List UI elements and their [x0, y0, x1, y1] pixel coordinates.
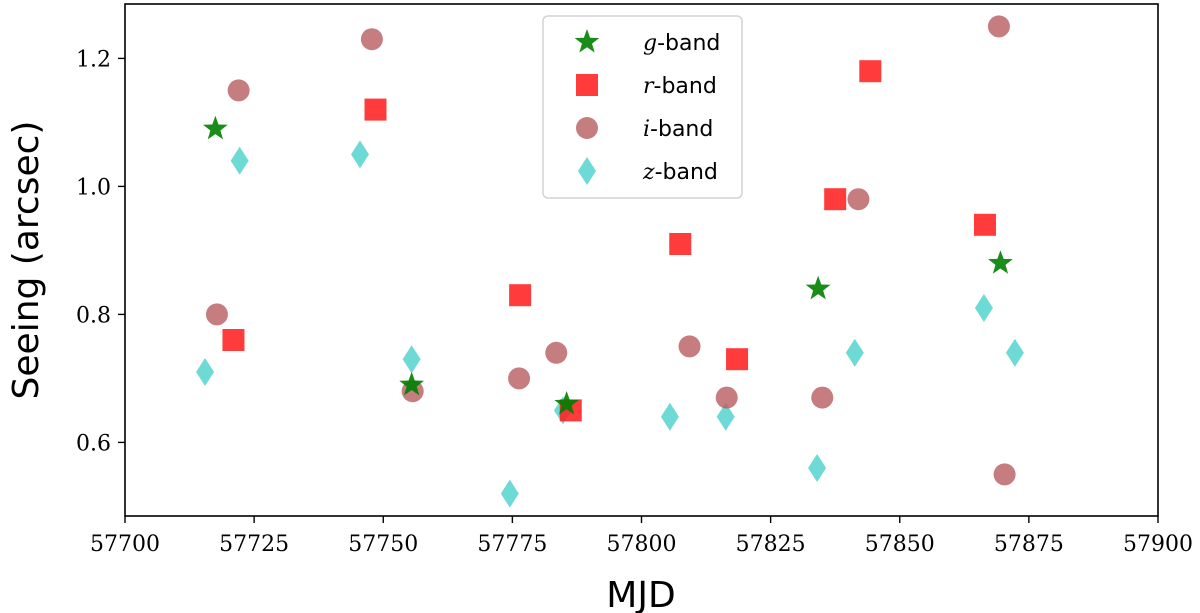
i-band-point [715, 386, 738, 409]
x-tick-label: 57900 [1123, 532, 1193, 557]
legend-box [542, 15, 743, 199]
r-band-point [973, 213, 996, 236]
legend-marker-g [574, 29, 600, 53]
i-band-point [508, 367, 531, 390]
r-band-point [222, 329, 245, 351]
g-band-point [554, 391, 579, 415]
i-band-series [205, 15, 1016, 486]
x-tick-label: 57725 [219, 532, 289, 557]
i-band-point [811, 386, 834, 409]
y-tick-label: 0.6 [76, 431, 111, 456]
i-band-point [545, 341, 568, 364]
z-band-point [660, 402, 679, 431]
z-band-point [230, 146, 249, 175]
g-band-series [203, 115, 1013, 415]
r-band-point [509, 284, 532, 307]
y-tick-label: 1.0 [76, 175, 111, 200]
x-tick-label: 57800 [607, 532, 677, 557]
legend-marker-r [576, 74, 598, 96]
y-tick-label: 1.2 [76, 47, 111, 72]
r-band-point [726, 348, 749, 371]
z-band-point [1005, 338, 1024, 367]
x-tick-label: 57700 [90, 532, 160, 557]
z-band-point [974, 294, 993, 322]
x-tick-label: 57750 [348, 532, 418, 557]
g-band-point [805, 275, 831, 300]
r-band-point [859, 60, 882, 83]
r-band-series [222, 60, 996, 422]
plot-frame [124, 3, 1159, 517]
i-band-point [847, 188, 870, 211]
z-band-point [402, 345, 421, 374]
data-points-layer [196, 15, 1024, 508]
g-band-point [988, 250, 1013, 274]
legend-marker-z [578, 157, 596, 185]
z-band-point [716, 402, 735, 431]
i-band-point [227, 79, 250, 102]
g-band-point [399, 371, 425, 396]
g-band-point [203, 115, 228, 140]
legend-label-r: r-band [643, 74, 717, 99]
legend-label-z: z-band [642, 160, 718, 185]
r-band-point [669, 233, 692, 255]
legend: g-band r-band i-band z-band [542, 15, 743, 199]
x-tick-label: 57875 [994, 532, 1064, 557]
x-tick-label: 57825 [736, 532, 806, 557]
y-axis-label: Seeing (arcsec) [6, 121, 47, 400]
z-band-point [500, 479, 519, 508]
z-band-point [351, 140, 370, 169]
i-band-point [993, 463, 1016, 486]
r-band-point [364, 98, 387, 121]
legend-label-g: g-band [643, 31, 720, 56]
i-band-point [360, 28, 383, 51]
y-tick-label: 0.8 [76, 303, 111, 328]
x-tick-label: 57775 [477, 532, 547, 557]
tick-layer: 57700 57725 57750 57775 57800 57825 57850 57875… [76, 47, 1193, 557]
x-tick-label: 57850 [865, 532, 935, 557]
x-axis-label: MJD [606, 575, 675, 613]
i-band-point [678, 335, 701, 358]
r-band-point [824, 188, 847, 211]
legend-label-i: i-band [643, 117, 713, 142]
z-band-point [808, 454, 827, 482]
i-band-point [205, 303, 228, 326]
legend-marker-i [576, 117, 598, 139]
z-band-point [845, 338, 864, 367]
i-band-point [987, 15, 1010, 38]
z-band-point [196, 358, 215, 386]
